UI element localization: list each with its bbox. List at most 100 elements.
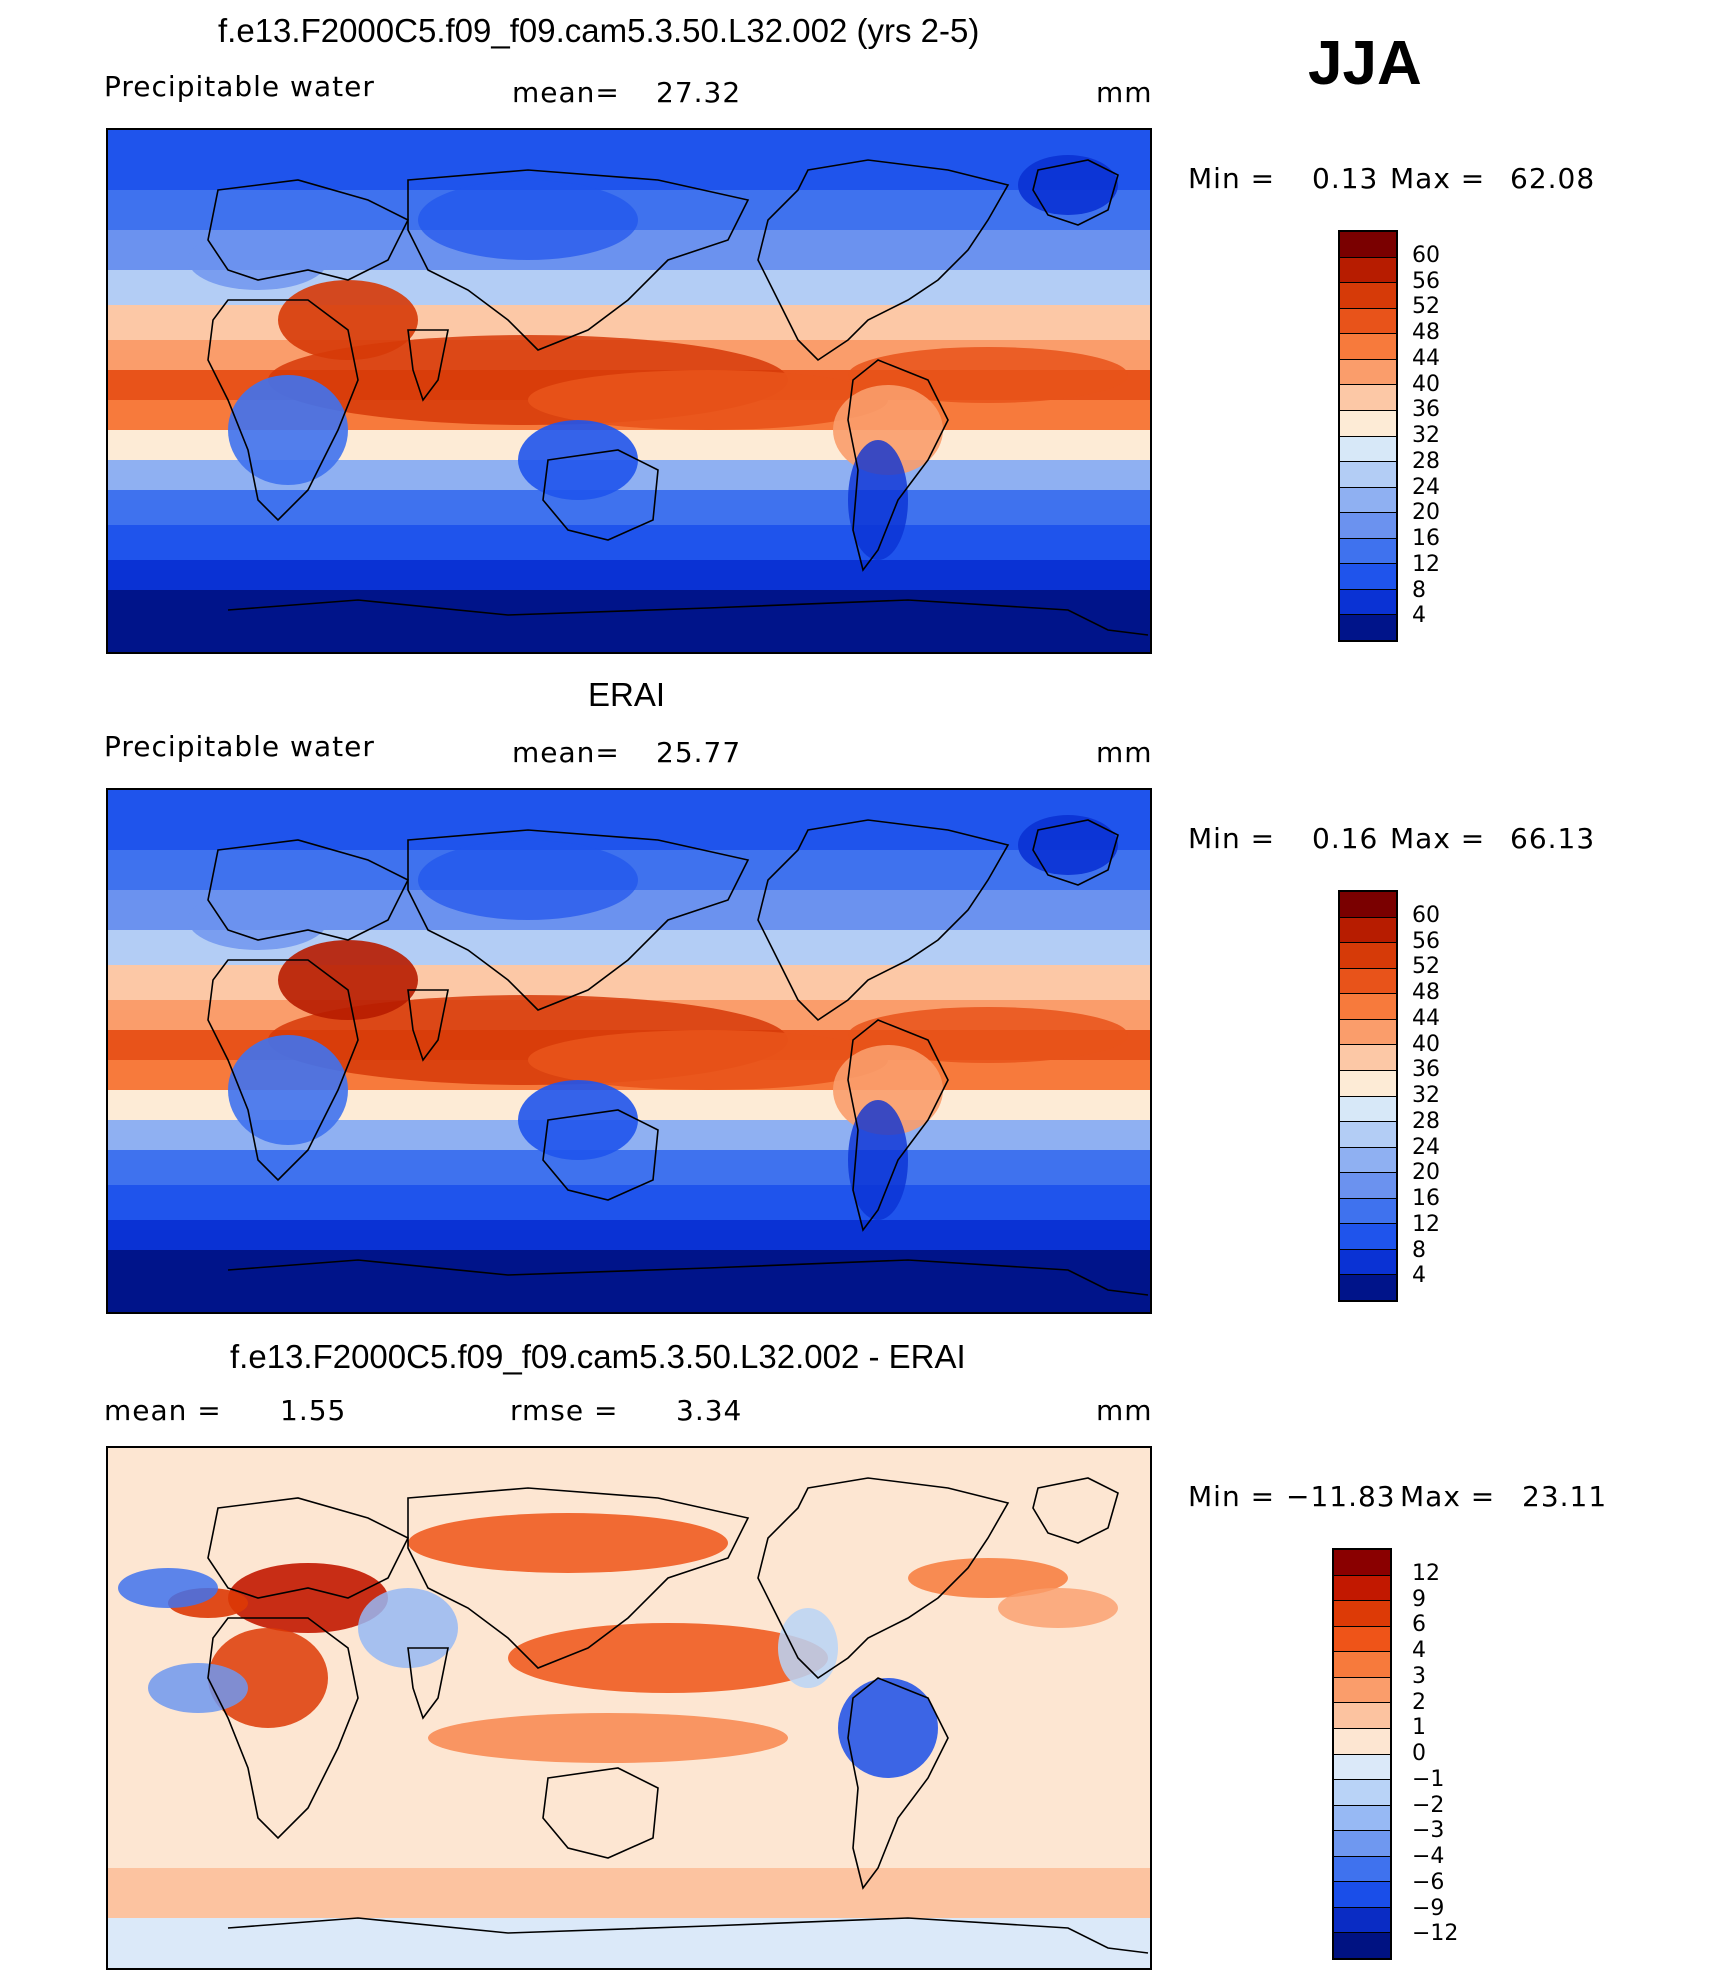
colorbar-tick-label: 28: [1412, 448, 1440, 474]
colorbar-swatch: [1340, 892, 1396, 918]
colorbar-tick-label: 28: [1412, 1108, 1440, 1134]
colorbar-tick-label: 60: [1412, 242, 1440, 268]
colorbar-swatch: [1340, 232, 1396, 258]
colorbar-swatch: [1340, 943, 1396, 969]
colorbar-swatch: [1334, 1703, 1390, 1729]
colorbar-tick-label: 48: [1412, 980, 1440, 1005]
panel-3-map: [106, 1446, 1152, 1970]
colorbar-swatch: [1334, 1601, 1390, 1627]
season-label: JJA: [1308, 29, 1422, 98]
colorbar-swatch: [1334, 1907, 1390, 1934]
colorbar-swatch: [1340, 487, 1396, 514]
panel-1-mean-value: 27.32: [656, 76, 742, 109]
colorbar-swatch: [1340, 564, 1396, 590]
colorbar-swatch: [1334, 1933, 1390, 1958]
panel-2-variable-label: Precipitable water: [104, 730, 375, 763]
colorbar-swatch: [1334, 1626, 1390, 1653]
colorbar-tick-label: −4: [1412, 1844, 1445, 1869]
panel-2-map: [106, 788, 1152, 1314]
colorbar-swatch: [1334, 1831, 1390, 1857]
panel-2-colorbar: [1338, 890, 1398, 1302]
colorbar-swatch: [1340, 385, 1396, 411]
colorbar-tick-label: 9: [1412, 1586, 1426, 1612]
colorbar-swatch: [1340, 1224, 1396, 1250]
colorbar-tick-label: 36: [1412, 397, 1440, 423]
panel-3-max-value: 23.11: [1522, 1480, 1608, 1513]
colorbar-tick-label: 52: [1412, 294, 1440, 320]
panel-3-rmse-label: rmse =: [510, 1394, 619, 1427]
colorbar-tick-label: 56: [1412, 268, 1440, 294]
colorbar-tick-label: 56: [1412, 928, 1440, 954]
panel-3-colorbar-ticks: 12 9 6 4 3 2 1 0 −1 −2 −3 −4 −6 −9 −12: [1412, 1548, 1472, 1960]
panel-3-units: mm: [1096, 1394, 1153, 1427]
colorbar-tick-label: 24: [1412, 1134, 1440, 1160]
colorbar-swatch: [1340, 513, 1396, 539]
panel-2-min-label: Min =: [1188, 822, 1276, 855]
colorbar-tick-label: 24: [1412, 474, 1440, 500]
colorbar-swatch: [1340, 283, 1396, 309]
colorbar-tick-label: 16: [1412, 526, 1440, 551]
colorbar-tick-label: 1: [1412, 1715, 1426, 1741]
panel-1-title: f.e13.F2000C5.f09_f09.cam5.3.50.L32.002 …: [218, 12, 980, 49]
panel-2-max-value: 66.13: [1510, 822, 1596, 855]
panel-1-min-label: Min =: [1188, 162, 1276, 195]
colorbar-tick-label: 32: [1412, 423, 1440, 448]
colorbar-swatch: [1340, 615, 1396, 640]
panel-1-mean-label: mean=: [512, 76, 620, 109]
panel-2-min-value: 0.16: [1312, 822, 1379, 855]
colorbar-tick-label: 20: [1412, 500, 1440, 526]
colorbar-tick-label: 16: [1412, 1186, 1440, 1211]
colorbar-swatch: [1340, 308, 1396, 335]
colorbar-swatch: [1340, 994, 1396, 1020]
colorbar-tick-label: 60: [1412, 902, 1440, 928]
colorbar-tick-label: 36: [1412, 1057, 1440, 1083]
colorbar-tick-label: −6: [1412, 1869, 1445, 1895]
colorbar-tick-label: 8: [1412, 577, 1426, 603]
colorbar-swatch: [1340, 1070, 1396, 1097]
colorbar-swatch: [1340, 968, 1396, 995]
colorbar-tick-label: −12: [1412, 1921, 1459, 1947]
panel-1-field: [108, 130, 1150, 652]
colorbar-swatch: [1340, 538, 1396, 565]
colorbar-swatch: [1340, 1096, 1396, 1123]
colorbar-swatch: [1340, 462, 1396, 488]
colorbar-tick-label: 12: [1412, 1560, 1440, 1586]
colorbar-swatch: [1340, 1249, 1396, 1276]
panel-2-mean-value: 25.77: [656, 736, 742, 769]
panel-2-colorbar-ticks: 60 56 52 48 44 40 36 32 28 24 20 16 12 8 4: [1412, 890, 1472, 1302]
panel-3-min-value: −11.83: [1286, 1480, 1396, 1513]
panel-2-field: [108, 790, 1150, 1312]
colorbar-swatch: [1334, 1780, 1390, 1806]
colorbar-tick-label: 3: [1412, 1663, 1426, 1689]
colorbar-tick-label: 4: [1412, 1263, 1426, 1289]
colorbar-tick-label: −3: [1412, 1818, 1445, 1844]
colorbar-tick-label: 4: [1412, 1638, 1426, 1663]
colorbar-swatch: [1340, 1147, 1396, 1174]
panel-3-mean-value: 1.55: [280, 1394, 347, 1427]
panel-1-colorbar-ticks: 60 56 52 48 44 40 36 32 28 24 20 16 12 8 4: [1412, 230, 1472, 642]
colorbar-swatch: [1340, 589, 1396, 616]
panel-1-units: mm: [1096, 76, 1153, 109]
colorbar-swatch: [1334, 1754, 1390, 1781]
panel-2-mean-label: mean=: [512, 736, 620, 769]
colorbar-swatch: [1340, 359, 1396, 386]
colorbar-tick-label: 48: [1412, 320, 1440, 345]
colorbar-swatch: [1340, 1019, 1396, 1046]
colorbar-swatch: [1334, 1856, 1390, 1883]
colorbar-swatch: [1334, 1652, 1390, 1678]
colorbar-tick-label: 2: [1412, 1689, 1426, 1715]
colorbar-swatch: [1340, 410, 1396, 437]
panel-2-max-label: Max =: [1390, 822, 1486, 855]
colorbar-tick-label: 8: [1412, 1237, 1426, 1263]
colorbar-swatch: [1334, 1677, 1390, 1704]
panel-2-units: mm: [1096, 736, 1153, 769]
colorbar-swatch: [1340, 1173, 1396, 1199]
colorbar-tick-label: 40: [1412, 371, 1440, 397]
panel-1-max-label: Max =: [1390, 162, 1486, 195]
colorbar-tick-label: 52: [1412, 954, 1440, 980]
colorbar-swatch: [1340, 436, 1396, 463]
colorbar-tick-label: 32: [1412, 1083, 1440, 1108]
colorbar-tick-label: −9: [1412, 1895, 1445, 1921]
panel-3-field: [108, 1448, 1150, 1968]
colorbar-swatch: [1334, 1882, 1390, 1908]
